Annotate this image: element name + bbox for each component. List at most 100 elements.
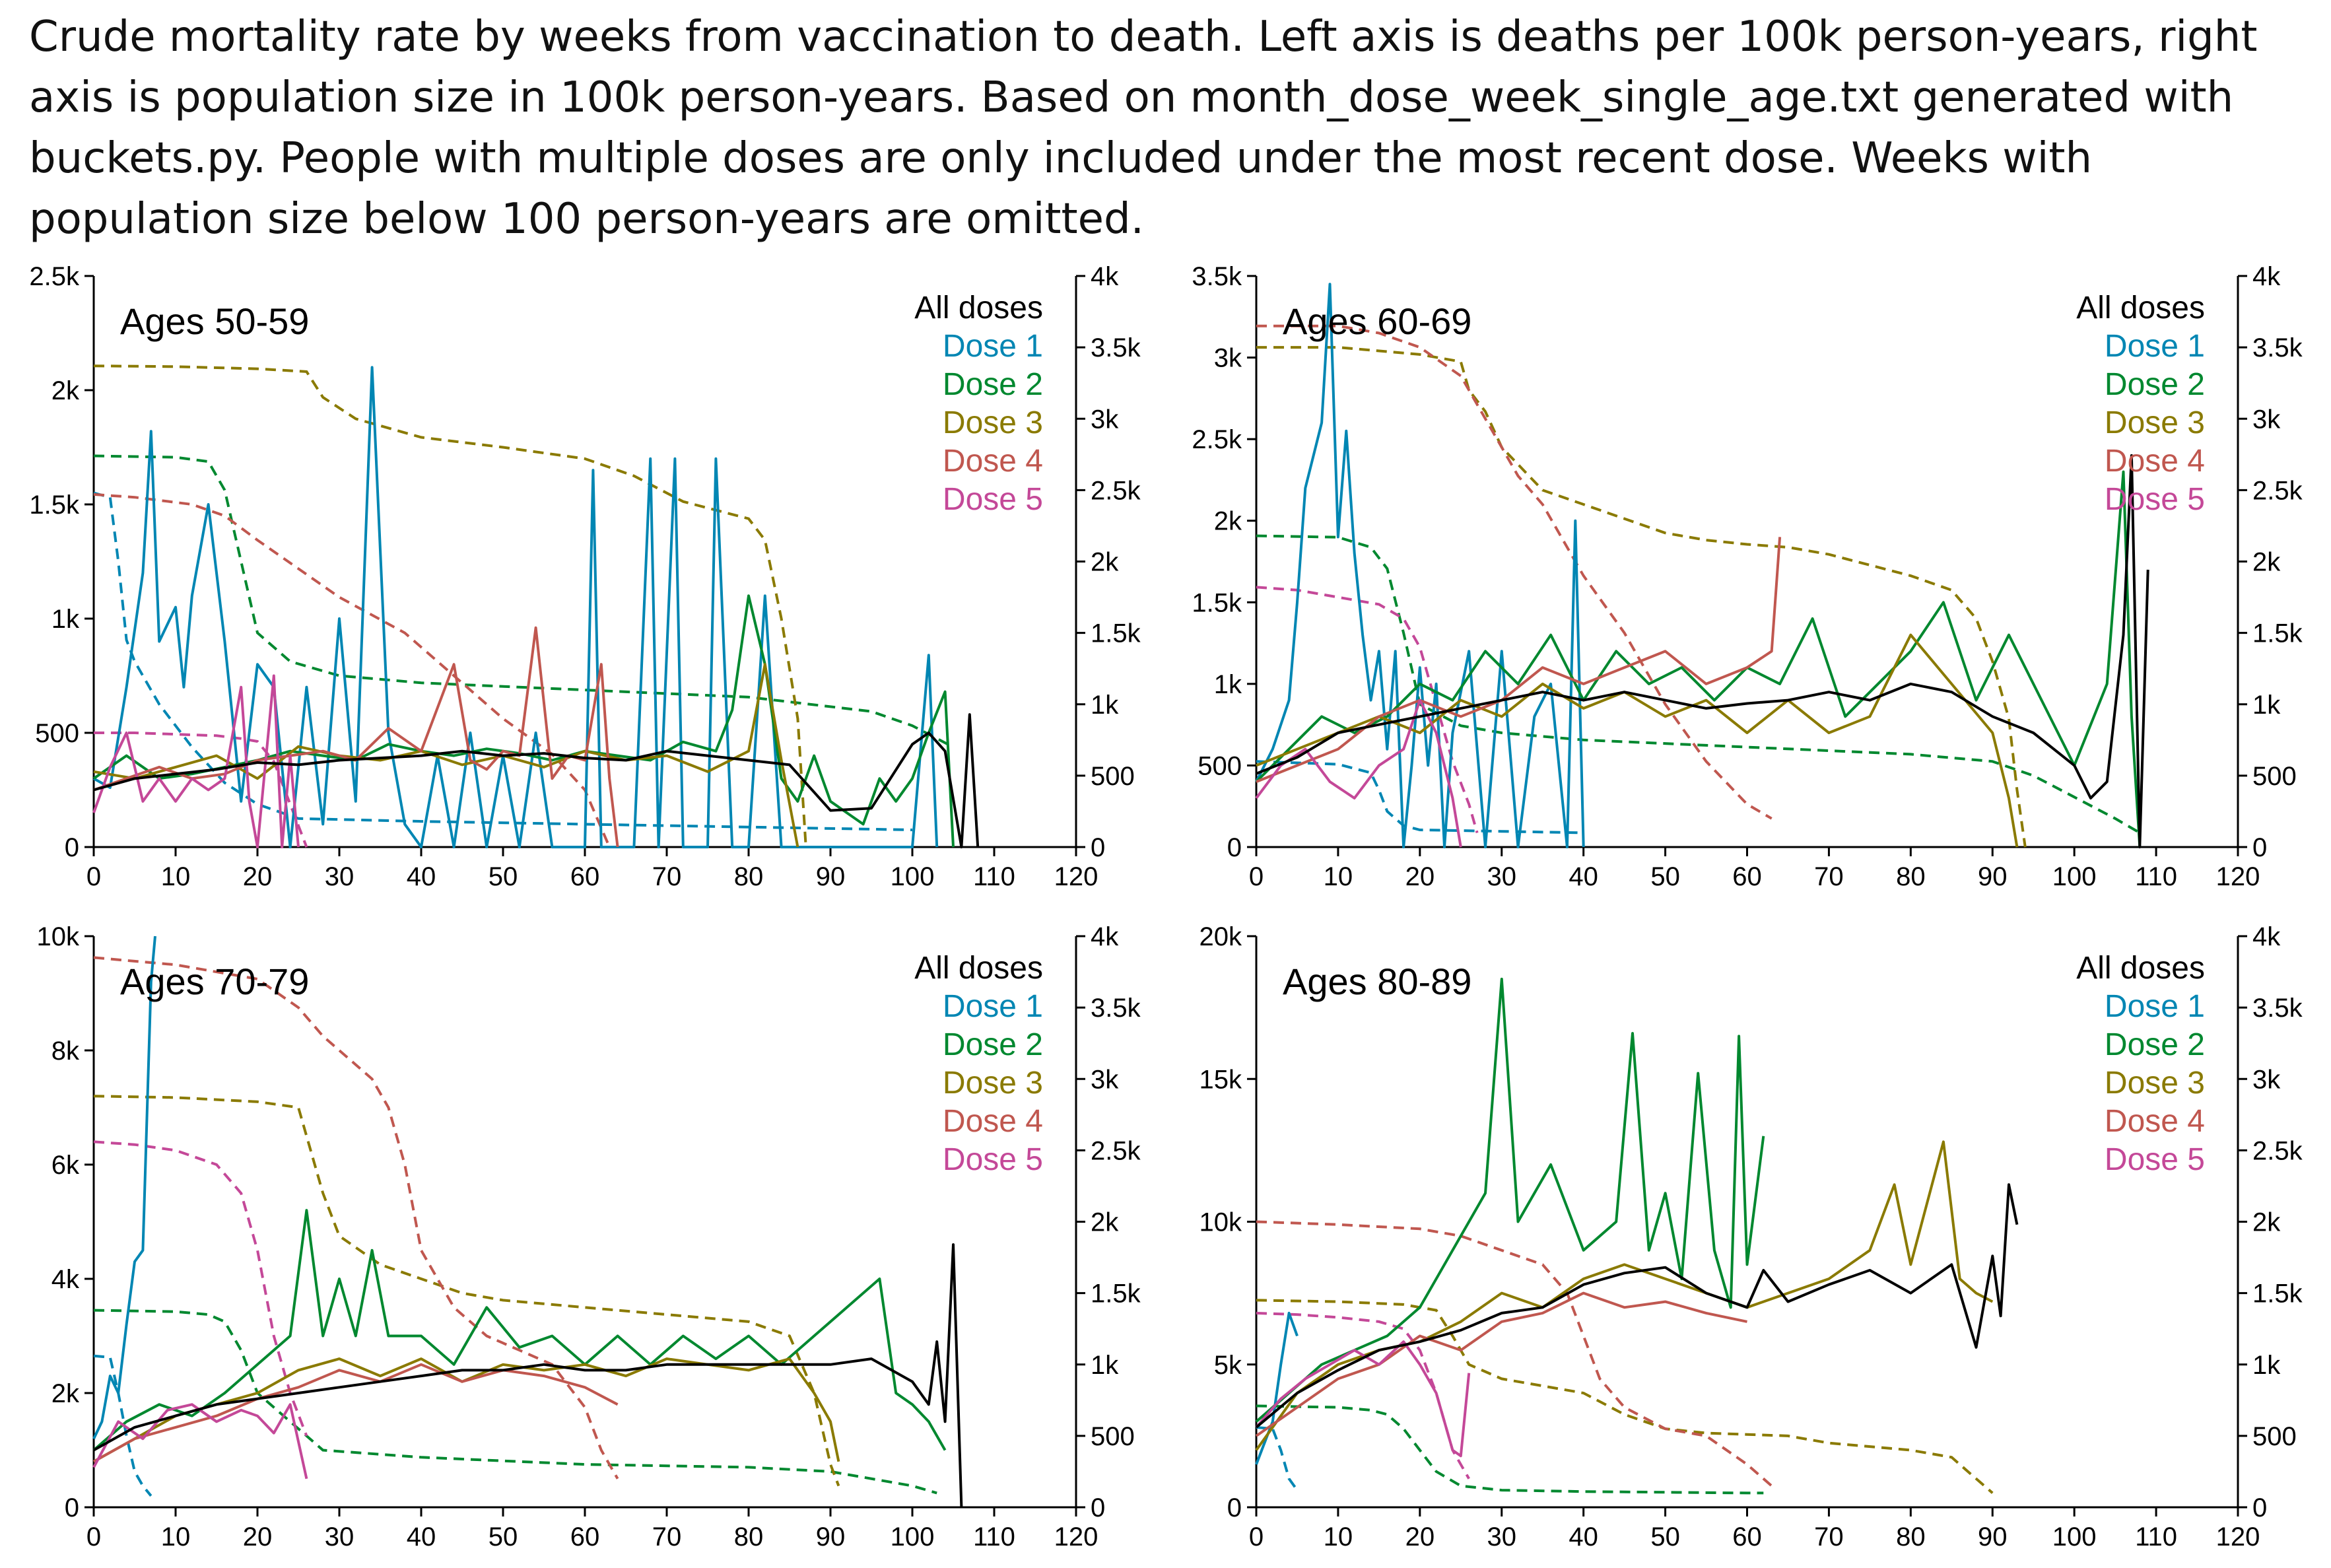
legend-entry: Dose 1 bbox=[943, 329, 1043, 364]
left-tick-label: 5k bbox=[1214, 1351, 1242, 1380]
x-tick-label: 40 bbox=[1569, 1522, 1598, 1551]
right-tick-label: 3.5k bbox=[1091, 994, 1141, 1023]
right-tick-label: 2k bbox=[2252, 1208, 2281, 1237]
left-tick-label: 2k bbox=[51, 1379, 80, 1408]
mortality-line-all-doses bbox=[1255, 1183, 2019, 1429]
left-tick-label: 1k bbox=[1214, 670, 1242, 699]
right-tick-label: 3k bbox=[1091, 405, 1119, 434]
left-tick-label: 2.5k bbox=[29, 262, 80, 291]
left-tick-label: 8k bbox=[51, 1037, 80, 1066]
mortality-line-dose-5 bbox=[1255, 1340, 1471, 1458]
population-line-dose-3 bbox=[93, 1095, 840, 1487]
left-tick-label: 2k bbox=[51, 376, 80, 405]
right-tick-label: 500 bbox=[1091, 762, 1135, 791]
right-tick-label: 2.5k bbox=[2252, 476, 2303, 505]
left-tick-label: 1.5k bbox=[29, 491, 80, 520]
x-tick-label: 110 bbox=[973, 1522, 1015, 1551]
left-tick-label: 2k bbox=[1214, 507, 1242, 536]
right-tick-label: 2.5k bbox=[1091, 1136, 1141, 1165]
x-tick-label: 110 bbox=[2135, 862, 2177, 891]
right-tick-label: 3.5k bbox=[2252, 333, 2303, 362]
right-tick-label: 3k bbox=[2252, 1065, 2281, 1094]
x-tick-label: 110 bbox=[973, 862, 1015, 891]
population-line-dose-5 bbox=[93, 1140, 308, 1437]
chart-caption: Crude mortality rate by weeks from vacci… bbox=[29, 13, 2258, 244]
x-tick-label: 40 bbox=[407, 862, 436, 891]
x-tick-label: 60 bbox=[570, 1522, 600, 1551]
x-tick-label: 120 bbox=[1054, 862, 1098, 891]
legend-entry: All doses bbox=[2076, 951, 2205, 986]
x-tick-label: 120 bbox=[1054, 1522, 1098, 1551]
mortality-line-all-doses bbox=[1256, 454, 2149, 848]
x-tick-label: 30 bbox=[325, 862, 355, 891]
panel-title: Ages 80-89 bbox=[1283, 961, 1471, 1002]
legend-entry: Dose 4 bbox=[943, 1104, 1043, 1139]
left-tick-label: 15k bbox=[1199, 1065, 1242, 1094]
x-tick-label: 60 bbox=[1732, 1522, 1762, 1551]
right-tick-label: 1k bbox=[2252, 1351, 2281, 1380]
legend-entry: Dose 3 bbox=[943, 405, 1043, 440]
left-tick-label: 0 bbox=[65, 1493, 79, 1522]
x-tick-label: 100 bbox=[891, 1522, 935, 1551]
x-tick-label: 10 bbox=[161, 1522, 191, 1551]
legend-entry: Dose 4 bbox=[2105, 1104, 2205, 1139]
legend-entry: All doses bbox=[914, 290, 1043, 325]
right-tick-label: 4k bbox=[2252, 922, 2281, 951]
mortality-line-all-doses bbox=[93, 1243, 963, 1508]
mortality-line-dose-3 bbox=[93, 663, 799, 848]
left-tick-label: 3.5k bbox=[1192, 262, 1242, 291]
mortality-line-dose-2 bbox=[92, 1209, 947, 1452]
right-tick-label: 2k bbox=[1091, 548, 1119, 577]
legend-entry: Dose 3 bbox=[943, 1066, 1043, 1101]
left-tick-label: 500 bbox=[35, 719, 79, 748]
right-tick-label: 0 bbox=[2252, 833, 2267, 862]
legend-entry: Dose 2 bbox=[2105, 367, 2205, 402]
right-tick-label: 3k bbox=[1091, 1065, 1119, 1094]
population-line-dose-1 bbox=[1256, 760, 1584, 835]
x-tick-label: 20 bbox=[243, 862, 273, 891]
right-tick-label: 0 bbox=[2252, 1493, 2267, 1522]
mortality-line-dose-1 bbox=[92, 936, 156, 1440]
right-tick-label: 2k bbox=[1091, 1208, 1119, 1237]
right-tick-label: 0 bbox=[1091, 833, 1105, 862]
population-line-dose-3 bbox=[1256, 1299, 1994, 1494]
right-tick-label: 1k bbox=[2252, 691, 2281, 720]
x-tick-label: 70 bbox=[652, 1522, 682, 1551]
legend-entry: Dose 1 bbox=[2105, 329, 2205, 364]
right-tick-label: 4k bbox=[1091, 262, 1119, 291]
legend-entry: Dose 4 bbox=[2105, 444, 2205, 479]
right-tick-label: 1.5k bbox=[2252, 619, 2303, 648]
left-tick-label: 10k bbox=[37, 922, 80, 951]
right-tick-label: 0 bbox=[1091, 1493, 1105, 1522]
left-tick-label: 0 bbox=[1227, 1493, 1242, 1522]
x-tick-label: 110 bbox=[2135, 1522, 2177, 1551]
x-tick-label: 50 bbox=[489, 1522, 518, 1551]
population-line-dose-4 bbox=[1256, 324, 1773, 820]
x-tick-label: 50 bbox=[1650, 1522, 1680, 1551]
left-tick-label: 6k bbox=[51, 1151, 80, 1180]
right-tick-label: 2.5k bbox=[1091, 476, 1141, 505]
legend-entry: Dose 2 bbox=[2105, 1027, 2205, 1062]
right-tick-label: 3.5k bbox=[2252, 994, 2303, 1023]
left-tick-label: 0 bbox=[65, 833, 79, 862]
left-tick-label: 2.5k bbox=[1192, 425, 1242, 454]
legend-entry: Dose 5 bbox=[2105, 1142, 2205, 1177]
legend-entry: Dose 3 bbox=[2105, 405, 2205, 440]
x-tick-label: 90 bbox=[1978, 1522, 2008, 1551]
left-tick-label: 3k bbox=[1214, 344, 1242, 373]
right-tick-label: 4k bbox=[1091, 922, 1119, 951]
population-line-dose-3 bbox=[93, 364, 807, 848]
left-tick-label: 0 bbox=[1227, 833, 1242, 862]
legend-entry: Dose 5 bbox=[2105, 482, 2205, 517]
legend-entry: All doses bbox=[2076, 290, 2205, 325]
right-tick-label: 2.5k bbox=[2252, 1136, 2303, 1165]
mortality-line-dose-4 bbox=[93, 626, 619, 848]
mortality-line-all-doses bbox=[93, 713, 980, 848]
mortality-line-dose-5 bbox=[92, 674, 300, 848]
x-tick-label: 70 bbox=[652, 862, 682, 891]
x-tick-label: 100 bbox=[891, 862, 935, 891]
x-tick-label: 80 bbox=[734, 1522, 764, 1551]
mortality-line-dose-3 bbox=[1255, 1140, 1994, 1451]
population-line-dose-2 bbox=[1256, 1404, 1764, 1495]
